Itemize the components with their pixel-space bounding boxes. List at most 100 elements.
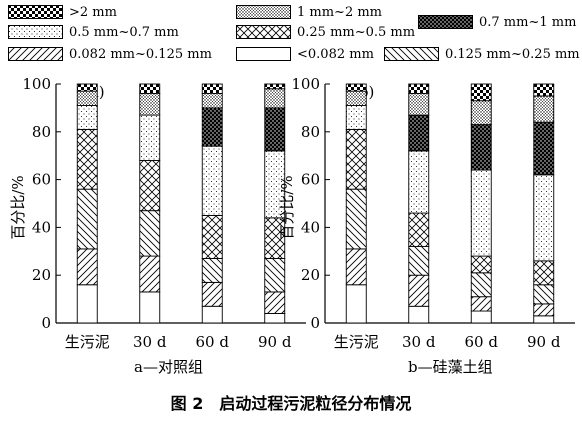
- panel-a-sublabel: a—对照组: [134, 358, 203, 376]
- bar-segment: [408, 274, 430, 307]
- bar-segment: [345, 83, 367, 92]
- bar-segment: [201, 145, 223, 216]
- bar-segment: [139, 83, 161, 95]
- bar-segment: [470, 272, 492, 298]
- bar-segment: [76, 284, 98, 324]
- bar-segment: [139, 93, 161, 116]
- legend-swatch: [236, 47, 291, 61]
- y-tick-label: 100: [22, 75, 51, 93]
- bar-segment: [470, 296, 492, 312]
- legend-swatch: [8, 47, 63, 61]
- bar-segment: [201, 93, 223, 109]
- bar-segment: [264, 258, 286, 293]
- bar-segment: [345, 188, 367, 250]
- legend-label: <0.082 mm: [297, 46, 374, 62]
- bar-segment: [76, 128, 98, 190]
- legend-item: <0.082 mm: [236, 44, 374, 64]
- bar-segment: [139, 114, 161, 161]
- bar-segment: [201, 281, 223, 307]
- y-tick-label: 20: [32, 266, 51, 284]
- legend-label: 0.25 mm~0.5 mm: [297, 24, 416, 40]
- bar-segment: [201, 258, 223, 283]
- legend-label: 0.082 mm~0.125 mm: [69, 46, 212, 62]
- bar-segment: [201, 83, 223, 95]
- legend-item: 0.125 mm~0.25 mm: [384, 44, 580, 64]
- y-tick-label: 0: [41, 314, 51, 332]
- legend-swatch: [236, 5, 291, 19]
- bar-segment: [470, 169, 492, 257]
- bar-segment: [345, 284, 367, 324]
- bar-segment: [139, 210, 161, 257]
- bar-segment: [76, 105, 98, 130]
- bar-segment: [470, 100, 492, 126]
- legend-label: 0.7 mm~1 mm: [479, 14, 577, 30]
- bar-segment: [201, 214, 223, 259]
- legend-swatch: [236, 25, 291, 39]
- bar-segment: [139, 255, 161, 293]
- legend-item: >2 mm: [8, 2, 117, 22]
- bar-segment: [264, 88, 286, 109]
- legend-item: 0.25 mm~0.5 mm: [236, 22, 415, 42]
- y-axis-label: 百分比/%: [9, 175, 27, 239]
- y-tick-label: 80: [32, 123, 51, 141]
- bar-segment: [408, 212, 430, 247]
- legend-item: 0.5 mm~0.7 mm: [8, 22, 179, 42]
- bar-segment: [470, 83, 492, 102]
- y-tick-label: 20: [301, 266, 320, 284]
- bar-segment: [264, 107, 286, 152]
- y-tick-label: 40: [32, 218, 51, 236]
- legend-item: 0.7 mm~1 mm: [418, 12, 576, 32]
- bar-segment: [201, 107, 223, 147]
- bar-segment: [139, 291, 161, 324]
- bar-segment: [533, 121, 555, 176]
- bar-segment: [345, 128, 367, 190]
- bar-segment: [76, 90, 98, 106]
- x-tick-label: 30 d: [133, 333, 167, 351]
- bar-segment: [533, 303, 555, 317]
- bar-segment: [470, 255, 492, 274]
- bar-segment: [76, 248, 98, 286]
- bar-segment: [470, 310, 492, 324]
- bar-segment: [139, 160, 161, 212]
- bar-segment: [345, 248, 367, 286]
- bar-segment: [76, 83, 98, 92]
- bar-segment: [408, 246, 430, 276]
- y-tick-label: 100: [291, 75, 320, 93]
- bar-segment: [408, 305, 430, 324]
- x-tick-label: 30 d: [402, 333, 436, 351]
- bar-segment: [201, 305, 223, 324]
- x-tick-label: 生污泥: [334, 333, 379, 351]
- bar-segment: [345, 90, 367, 106]
- bar-segment: [76, 188, 98, 250]
- x-tick-label: 60 d: [465, 333, 499, 351]
- x-tick-label: 60 d: [196, 333, 230, 351]
- legend-swatch: [384, 47, 439, 61]
- bar-segment: [264, 312, 286, 324]
- legend-swatch: [8, 5, 63, 19]
- bar-segment: [264, 291, 286, 314]
- bar-segment: [408, 150, 430, 214]
- bar-segment: [533, 315, 555, 324]
- bar-segment: [264, 83, 286, 90]
- bar-segment: [345, 105, 367, 130]
- x-tick-label: 90 d: [527, 333, 561, 351]
- legend-label: 1 mm~2 mm: [297, 4, 383, 20]
- y-tick-label: 60: [32, 171, 51, 189]
- x-tick-label: 90 d: [258, 333, 292, 351]
- bar-segment: [533, 174, 555, 262]
- legend-swatch: [8, 25, 63, 39]
- bar-segment: [408, 114, 430, 152]
- legend-label: 0.5 mm~0.7 mm: [69, 24, 179, 40]
- legend-label: >2 mm: [69, 4, 117, 20]
- bar-segment: [533, 83, 555, 97]
- bar-segment: [533, 284, 555, 305]
- y-tick-label: 40: [301, 218, 320, 236]
- legend-item: 1 mm~2 mm: [236, 2, 382, 22]
- legend-label: 0.125 mm~0.25 mm: [445, 46, 580, 62]
- legend-swatch: [418, 15, 473, 29]
- y-tick-label: 80: [301, 123, 320, 141]
- panel-b-sublabel: b—硅藻土组: [408, 358, 493, 376]
